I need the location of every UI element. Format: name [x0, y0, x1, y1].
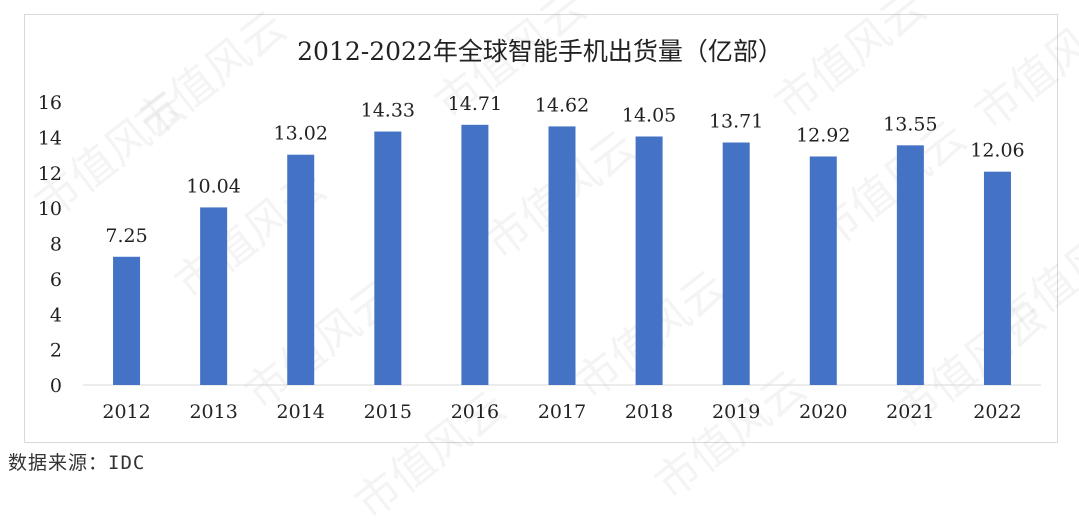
bar-2018	[635, 136, 663, 385]
y-tick-label: 4	[50, 304, 62, 326]
y-tick-label: 8	[50, 234, 62, 256]
data-label-2019: 13.71	[709, 111, 763, 133]
y-tick-label: 10	[38, 198, 62, 220]
y-tick-label: 14	[38, 127, 62, 149]
x-tick-label-2018: 2018	[625, 401, 673, 423]
data-label-2013: 10.04	[186, 175, 240, 197]
data-label-2022: 12.06	[970, 140, 1024, 162]
data-label-2018: 14.05	[622, 104, 676, 126]
x-tick-label-2021: 2021	[886, 401, 934, 423]
bar-2016	[461, 124, 489, 386]
bar-2021	[896, 145, 924, 385]
bar-2020	[809, 156, 837, 385]
chart-title: 2012-2022年全球智能手机出货量（亿部）	[297, 37, 783, 66]
bar-chart: 2012-2022年全球智能手机出货量（亿部） 0 2 4 6 8 10 12 14 16 20…	[38, 37, 1041, 423]
data-labels: 7.25 10.04 13.02 14.33 14.71 14.62 14.05 13.71 1…	[105, 93, 1024, 247]
bars	[113, 124, 1011, 386]
y-tick-label: 2	[50, 340, 62, 362]
data-label-2016: 14.71	[448, 93, 502, 115]
x-tick-label-2014: 2014	[277, 401, 325, 423]
y-tick-label: 6	[50, 269, 62, 291]
source-note: 数据来源：IDC	[8, 452, 146, 474]
y-tick-label: 16	[38, 92, 62, 114]
bar-2013	[200, 207, 228, 385]
data-label-2014: 13.02	[274, 123, 328, 145]
x-tick-label-2022: 2022	[973, 401, 1021, 423]
y-tick-label: 12	[38, 163, 62, 185]
data-label-2012: 7.25	[105, 225, 147, 247]
y-axis: 0 2 4 6 8 10 12 14 16	[38, 92, 62, 397]
x-tick-label-2020: 2020	[799, 401, 847, 423]
bar-2017	[548, 126, 576, 385]
bar-2022	[983, 171, 1011, 385]
y-tick-label: 0	[50, 375, 62, 397]
chart-frame	[24, 14, 1058, 443]
data-label-2020: 12.92	[796, 124, 850, 146]
x-tick-label-2017: 2017	[538, 401, 586, 423]
data-label-2015: 14.33	[361, 100, 415, 122]
bar-2014	[287, 154, 315, 385]
data-label-2017: 14.62	[535, 94, 589, 116]
x-tick-label-2016: 2016	[451, 401, 499, 423]
data-label-2021: 13.55	[883, 113, 937, 135]
x-axis: 2012 2013 2014 2015 2016 2017 2018 2019 2020 2021…	[83, 384, 1041, 423]
x-tick-label-2013: 2013	[189, 401, 237, 423]
x-tick-label-2019: 2019	[712, 401, 760, 423]
x-tick-label-2012: 2012	[102, 401, 150, 423]
bar-2019	[722, 142, 750, 385]
x-tick-label-2015: 2015	[364, 401, 412, 423]
bar-2015	[374, 131, 402, 385]
bar-2012	[113, 256, 141, 385]
